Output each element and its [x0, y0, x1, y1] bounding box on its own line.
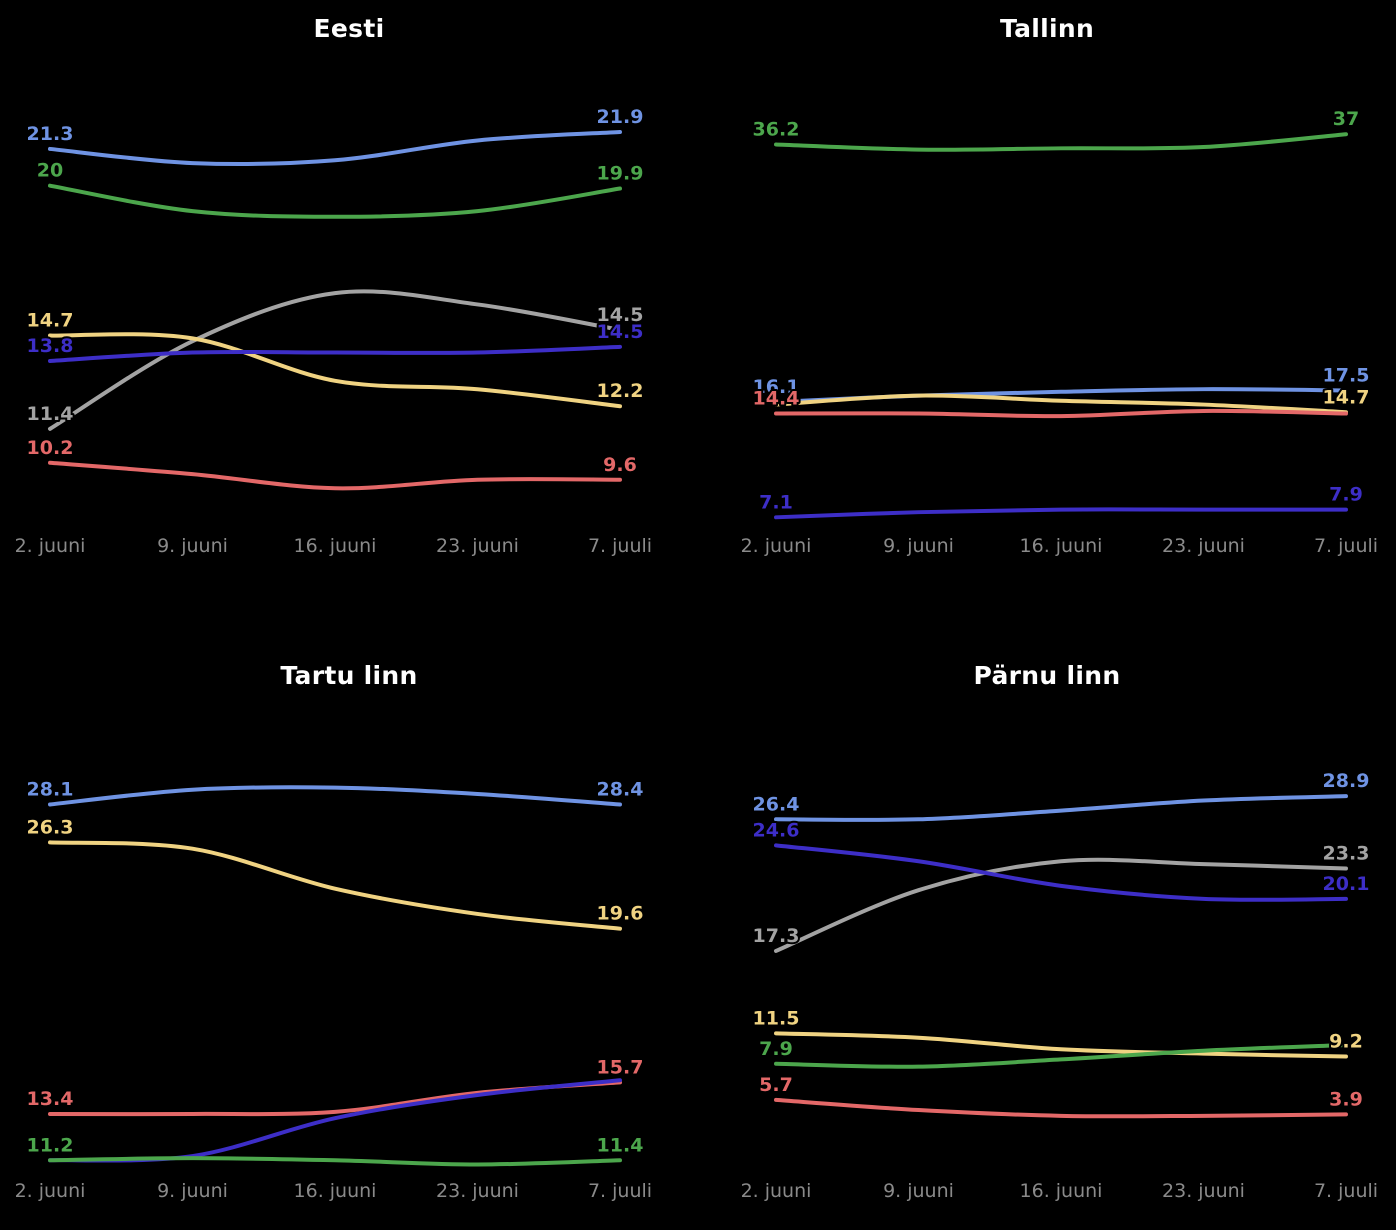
- x-tick-label: 7. juuli: [1314, 535, 1378, 557]
- chart-title: Eesti: [313, 14, 385, 43]
- series-red-line: [774, 1097, 1348, 1119]
- series-indigo-line: [774, 843, 1348, 902]
- series-yellow-line: [774, 393, 1348, 415]
- x-tick-label: 16. juuni: [1020, 1180, 1103, 1202]
- line-chart-eesti: 2. juuni 9. juuni 16. juuni 23. juuni 7. juu…: [15, 104, 652, 557]
- series-red-start-label: 5.7: [759, 1074, 793, 1096]
- series-yellow-end-label: 12.2: [597, 380, 644, 402]
- series-blue-line: [48, 129, 622, 167]
- chart-panel-tallinn: Tallinn 2. juuni 9. juuni 16. juuni 23. juu…: [698, 0, 1396, 615]
- x-tick-label: 2. juuni: [741, 535, 812, 557]
- series-yellow-start-label: 14.7: [27, 310, 74, 332]
- series-grey-line: [48, 289, 622, 431]
- series-yellow-start-label: 26.3: [27, 816, 74, 838]
- x-tick-label: 23. juuni: [436, 535, 519, 557]
- series-yellow-start-label: 11.5: [753, 1007, 800, 1029]
- series-grey-end-label: 14.5: [597, 304, 644, 326]
- series-grey-end-label: 23.3: [1323, 842, 1370, 864]
- x-tick-label: 16. juuni: [294, 535, 377, 557]
- series-green-line: [774, 132, 1348, 152]
- series-yellow-line: [774, 1031, 1348, 1059]
- series-green-start-label: 11.2: [27, 1134, 74, 1156]
- series-yellow-line: [48, 840, 622, 931]
- series-blue-start-label: 26.4: [753, 793, 800, 815]
- series-indigo-line: [48, 1078, 622, 1163]
- x-tick-label: 2. juuni: [741, 1180, 812, 1202]
- series-indigo-line: [774, 507, 1348, 520]
- x-tick-label: 9. juuni: [883, 1180, 954, 1202]
- chart-title: Tallinn: [999, 14, 1095, 43]
- x-tick-label: 9. juuni: [157, 1180, 228, 1202]
- series-red-start-label: 10.2: [27, 437, 74, 459]
- series-indigo-start-label: 13.8: [27, 335, 74, 357]
- series-yellow-line: [48, 332, 622, 409]
- series-indigo-start-label: 24.6: [753, 819, 800, 841]
- series-yellow-end-label: 9.2: [1329, 1031, 1363, 1053]
- series-blue-start-label: 28.1: [27, 778, 74, 800]
- series-green-start-label: 7.9: [759, 1038, 793, 1060]
- series-green-end-label: 11.4: [597, 1134, 644, 1156]
- series-grey-start-label: 11.4: [27, 403, 74, 425]
- series-red-start-label: 14.4: [753, 388, 800, 410]
- series-red-start-label: 13.4: [27, 1088, 74, 1110]
- chart-panel-tartu: Tartu linn 2. juuni 9. juuni 16. juuni 23. …: [0, 615, 698, 1230]
- series-indigo-end-label: 7.9: [1329, 484, 1363, 506]
- line-chart-tartu: 2. juuni 9. juuni 16. juuni 23. juuni 7. juu…: [15, 776, 652, 1202]
- chart-panel-eesti: Eesti 2. juuni 9. juuni 16. juuni 23. juuni…: [0, 0, 698, 615]
- series-green-line: [48, 1156, 622, 1167]
- chart-panel-parnu: Pärnu linn 2. juuni 9. juuni 16. juuni 23. …: [698, 615, 1396, 1230]
- x-tick-label: 23. juuni: [436, 1180, 519, 1202]
- x-tick-label: 7. juuli: [588, 1180, 652, 1202]
- series-indigo-end-label: 20.1: [1323, 873, 1370, 895]
- x-tick-label: 23. juuni: [1162, 1180, 1245, 1202]
- series-yellow-end-label: 14.7: [1323, 386, 1370, 408]
- line-chart-tallinn: 2. juuni 9. juuni 16. juuni 23. juuni 7. juu…: [741, 106, 1378, 557]
- x-tick-label: 9. juuni: [883, 535, 954, 557]
- series-red-end-label: 9.6: [603, 454, 637, 476]
- chart-title: Tartu linn: [280, 661, 418, 690]
- series-yellow-end-label: 19.6: [597, 903, 644, 925]
- series-indigo-start-label: 7.1: [759, 491, 793, 513]
- series-red-line: [774, 408, 1348, 419]
- x-tick-label: 7. juuli: [588, 535, 652, 557]
- series-blue-line: [774, 794, 1348, 822]
- series-blue-start-label: 16.1: [753, 376, 800, 398]
- series-blue-end-label: 17.5: [1323, 364, 1370, 386]
- line-chart-parnu: 2. juuni 9. juuni 16. juuni 23. juuni 7. juu…: [741, 768, 1378, 1202]
- series-indigo-line: [48, 344, 622, 363]
- x-tick-label: 2. juuni: [15, 1180, 86, 1202]
- x-tick-label: 16. juuni: [1020, 535, 1103, 557]
- series-green-start-label: 36.2: [753, 118, 800, 140]
- x-tick-label: 9. juuni: [157, 535, 228, 557]
- series-grey-start-label: 17.3: [753, 925, 800, 947]
- series-green-start-label: 20: [37, 160, 63, 182]
- series-blue-start-label: 21.3: [27, 123, 74, 145]
- series-green-line: [774, 1042, 1348, 1069]
- series-green-end-label: 37: [1333, 108, 1359, 130]
- series-red-end-label: 3.9: [1329, 1088, 1363, 1110]
- chart-title: Pärnu linn: [973, 661, 1121, 690]
- series-blue-end-label: 28.9: [1323, 770, 1370, 792]
- x-tick-label: 2. juuni: [15, 535, 86, 557]
- series-green-end-label: 19.9: [597, 163, 644, 185]
- series-blue-line: [48, 785, 622, 807]
- series-blue-end-label: 21.9: [597, 106, 644, 128]
- series-indigo-end-label: 14.5: [597, 321, 644, 343]
- series-green-line: [48, 183, 622, 219]
- series-blue-end-label: 28.4: [597, 778, 644, 800]
- series-red-line: [48, 460, 622, 491]
- series-red-end-label: 15.7: [597, 1056, 644, 1078]
- series-grey-line: [774, 857, 1348, 953]
- x-tick-label: 16. juuni: [294, 1180, 377, 1202]
- x-tick-label: 23. juuni: [1162, 535, 1245, 557]
- x-tick-label: 7. juuli: [1314, 1180, 1378, 1202]
